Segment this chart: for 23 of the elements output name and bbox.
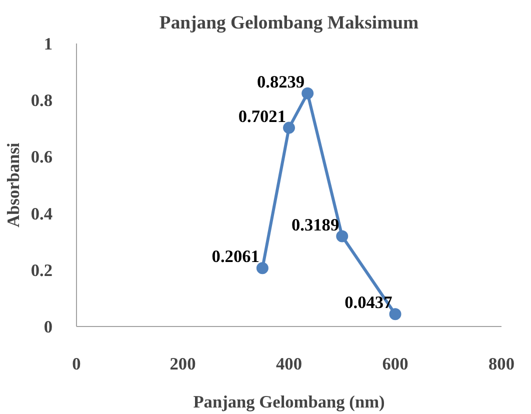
data-label: 0.2061 — [212, 247, 260, 266]
data-label: 0.3189 — [291, 215, 340, 234]
y-tick-label: 0.6 — [30, 148, 53, 167]
point — [283, 122, 295, 134]
y-tick-label: 0.4 — [30, 204, 53, 224]
point — [389, 308, 402, 320]
x-axis-title: Panjang Gelombang (nm) — [193, 392, 386, 412]
point — [256, 262, 268, 274]
y-axis-title: Absorbansi — [4, 142, 23, 228]
chart-title: Panjang Gelombang Maksimum — [159, 12, 420, 34]
y-tick-label: 0.8 — [30, 91, 53, 110]
data-label: 0.7021 — [238, 106, 286, 126]
y-tick-label: 0 — [44, 318, 53, 336]
point — [336, 230, 348, 242]
x-tick-label: 600 — [382, 354, 408, 374]
y-tick-label: 0.2 — [30, 260, 53, 280]
x-tick-label: 800 — [488, 354, 515, 374]
data-label: 0.8239 — [256, 72, 305, 92]
x-tick-label: 400 — [276, 354, 302, 374]
x-tick-label: 200 — [170, 354, 196, 374]
y-tick-label: 1 — [44, 34, 53, 54]
point — [302, 87, 314, 100]
x-tick-label: 0 — [72, 354, 81, 374]
